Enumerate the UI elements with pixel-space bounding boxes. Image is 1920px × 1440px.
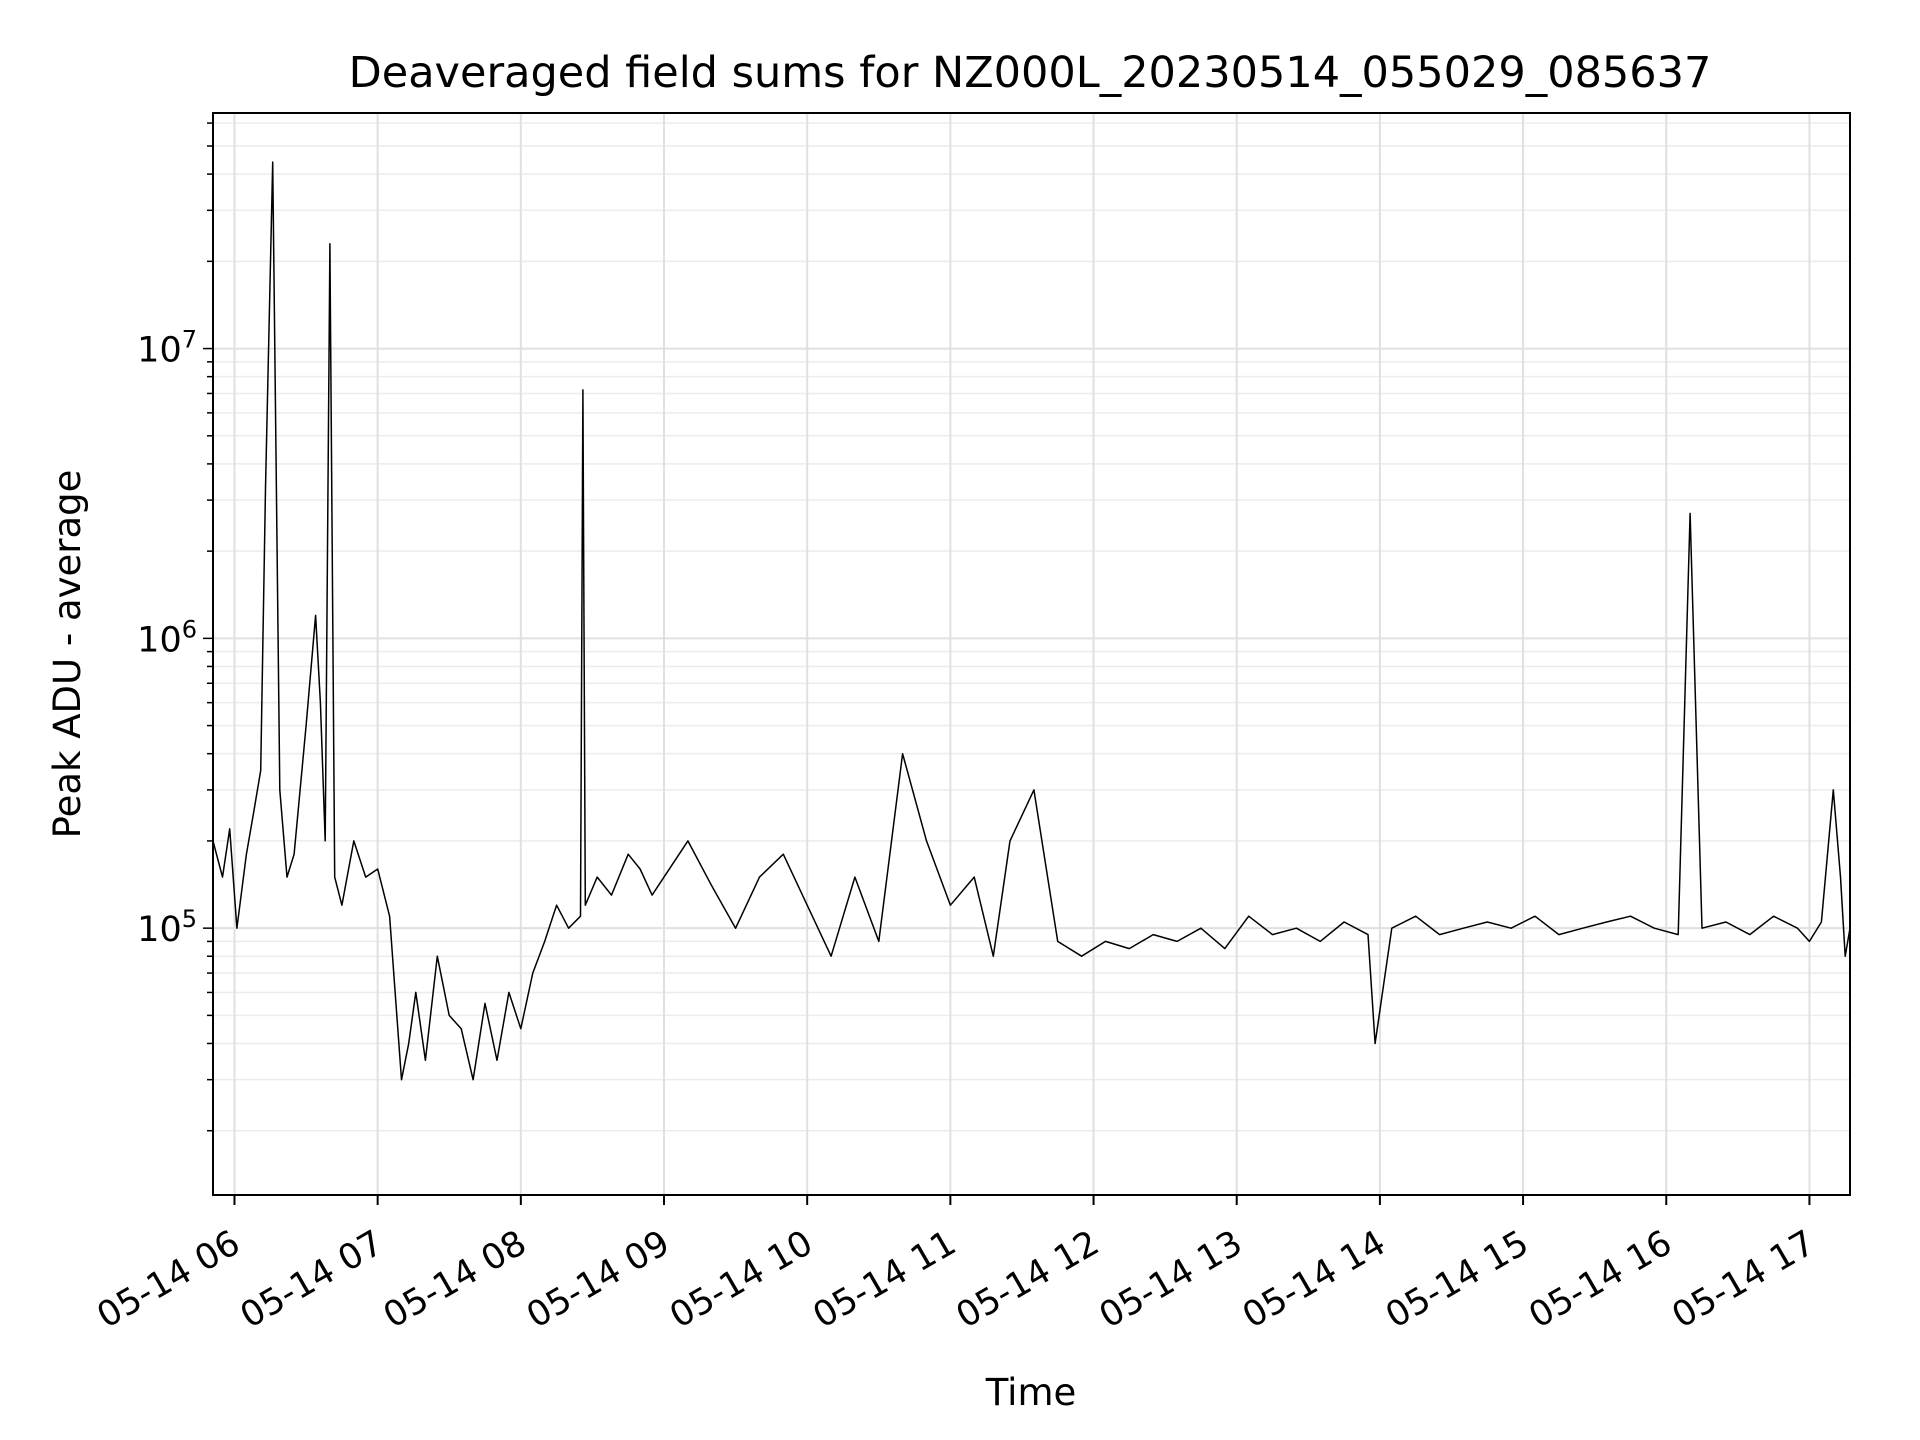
- y-axis: 105 106 107: [137, 122, 213, 1132]
- x-tick-label: 05-14 10: [663, 1223, 819, 1336]
- series-line: [212, 161, 1851, 1081]
- x-tick-label: 05-14 11: [807, 1223, 963, 1336]
- y-axis-label: Peak ADU - average: [46, 470, 89, 839]
- x-axis-label: Time: [985, 1371, 1077, 1414]
- series-layer: [212, 161, 1851, 1081]
- plot-frame: [212, 112, 1851, 1196]
- x-tick-label: 05-14 14: [1236, 1223, 1392, 1336]
- x-tick-label: 05-14 15: [1379, 1223, 1535, 1336]
- y-tick-label: 105: [137, 905, 197, 950]
- chart-title: Deaveraged field sums for NZ000L_2023051…: [349, 48, 1712, 98]
- x-tick-label: 05-14 17: [1666, 1223, 1822, 1336]
- x-tick-label: 05-14 06: [91, 1223, 247, 1336]
- x-tick-label: 05-14 08: [377, 1223, 533, 1336]
- x-tick-label: 05-14 16: [1522, 1223, 1678, 1336]
- x-tick-label: 05-14 09: [520, 1223, 676, 1336]
- y-tick-label: 106: [137, 615, 197, 660]
- y-tick-label: 107: [137, 326, 197, 371]
- x-tick-label: 05-14 12: [950, 1223, 1106, 1336]
- grid: [213, 113, 1850, 1195]
- x-tick-label: 05-14 07: [234, 1223, 390, 1336]
- x-tick-label: 05-14 13: [1093, 1223, 1249, 1336]
